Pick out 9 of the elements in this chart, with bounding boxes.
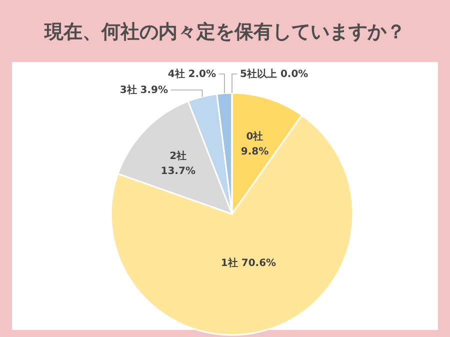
- slice-label: 4社 2.0%: [168, 68, 216, 80]
- slice-label: 0社: [246, 130, 264, 143]
- slice-label: 3社 3.9%: [120, 84, 168, 96]
- data-label: 13.7%: [160, 166, 196, 177]
- slice-label: 2社: [170, 150, 187, 162]
- data-label: 9.8%: [240, 146, 269, 158]
- category-label: 5社以上 0.0%: [240, 69, 308, 80]
- slice-label: 1社 70.6%: [220, 256, 276, 269]
- chart-title: 現在、何社の内々定を保有していますか？: [44, 21, 406, 43]
